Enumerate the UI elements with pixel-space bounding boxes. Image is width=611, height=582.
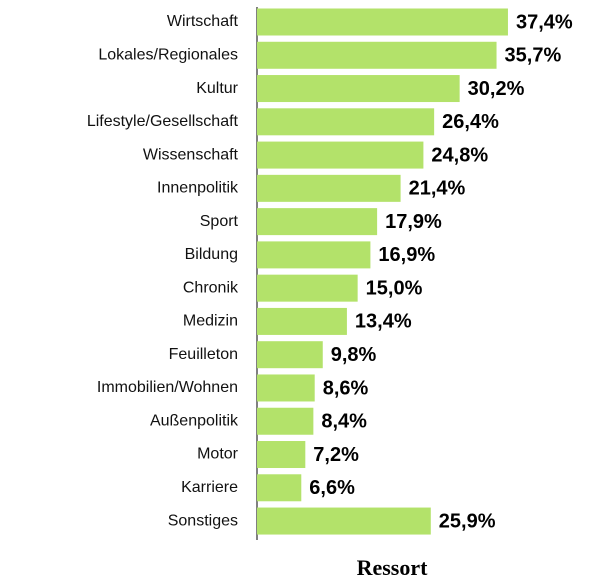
value-label: 8,6% — [323, 377, 369, 399]
value-label: 26,4% — [442, 111, 499, 133]
bar — [257, 441, 306, 469]
value-label: 8,4% — [321, 411, 367, 433]
bar — [257, 141, 424, 169]
value-label: 21,4% — [409, 178, 466, 200]
bar — [257, 507, 431, 535]
value-label: 7,2% — [313, 444, 359, 466]
category-label: Wissenschaft — [143, 146, 239, 163]
category-label: Lokales/Regionales — [98, 46, 238, 63]
value-label: 15,0% — [366, 277, 423, 299]
bar — [257, 307, 347, 335]
bar — [257, 174, 401, 202]
bar — [257, 108, 435, 136]
value-label: 17,9% — [385, 211, 442, 233]
category-label: Feuilleton — [169, 346, 238, 363]
category-label: Motor — [197, 446, 239, 463]
value-label: 35,7% — [505, 45, 562, 67]
bar — [257, 41, 497, 69]
category-label: Außenpolitik — [150, 412, 239, 429]
bar — [257, 341, 323, 369]
bar — [257, 274, 358, 302]
category-label: Sonstiges — [168, 512, 238, 529]
category-label: Bildung — [185, 246, 238, 263]
category-label: Innenpolitik — [157, 180, 239, 197]
bar — [257, 407, 314, 435]
category-label: Chronik — [183, 279, 239, 296]
value-label: 9,8% — [331, 344, 377, 366]
value-label: 30,2% — [468, 78, 525, 100]
category-label: Karriere — [181, 479, 238, 496]
bar — [257, 474, 302, 502]
category-label: Wirtschaft — [167, 13, 239, 30]
category-label: Kultur — [196, 80, 238, 97]
category-label: Lifestyle/Gesellschaft — [87, 113, 239, 130]
value-label: 37,4% — [516, 11, 573, 33]
axis-title: Ressort — [357, 555, 429, 580]
category-label: Immobilien/Wohnen — [97, 379, 238, 396]
bar — [257, 241, 371, 269]
value-label: 13,4% — [355, 311, 412, 333]
bar — [257, 8, 508, 36]
value-label: 6,6% — [309, 477, 355, 499]
value-label: 25,9% — [439, 510, 496, 532]
category-label: Sport — [200, 213, 239, 230]
value-label: 16,9% — [378, 244, 435, 266]
bar — [257, 75, 460, 103]
bar — [257, 374, 315, 402]
value-label: 24,8% — [431, 144, 488, 166]
category-label: Medizin — [183, 313, 238, 330]
bar — [257, 208, 378, 236]
